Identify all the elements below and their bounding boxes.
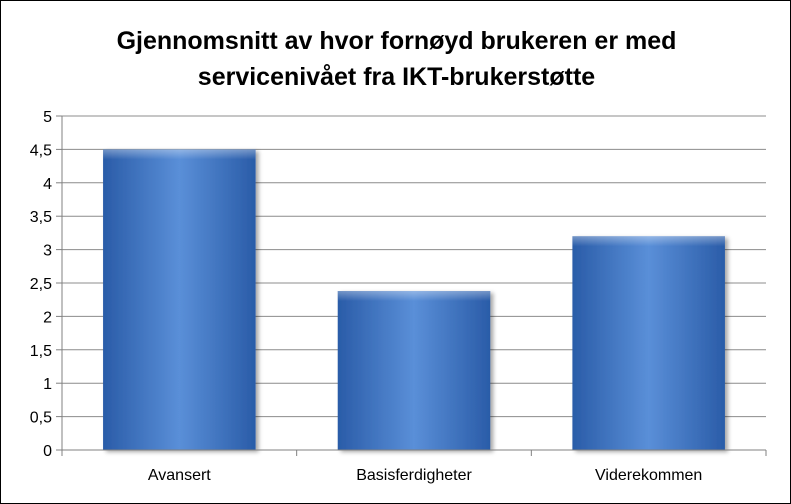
y-tick-label: 1,5	[30, 343, 52, 360]
y-tick-label: 4	[43, 176, 52, 193]
chart-title: Gjennomsnitt av hvor fornøyd brukeren er…	[41, 23, 752, 95]
x-tick-label: Viderekommen	[595, 467, 702, 484]
bar-viderekommen	[572, 236, 725, 450]
y-tick-label: 2	[43, 309, 52, 326]
y-tick-label: 3	[43, 243, 52, 260]
bar-basisferdigheter	[337, 291, 491, 450]
chart-title-line-2: servicenivået fra IKT-brukerstøtte	[197, 63, 596, 91]
chart-title-line-1: Gjennomsnitt av hvor fornøyd brukeren er…	[116, 27, 677, 55]
bar-highlight	[337, 291, 491, 302]
y-tick-label: 3,5	[30, 209, 52, 226]
bars	[103, 149, 725, 450]
y-tick-label: 0,5	[30, 410, 52, 427]
axes	[56, 115, 767, 456]
y-tick-label: 5	[43, 109, 52, 126]
y-tick-label: 1	[43, 376, 52, 393]
x-tick-label: Avansert	[148, 467, 211, 484]
bar-highlight	[103, 149, 256, 160]
bar-avansert	[103, 149, 256, 450]
bar-highlight	[572, 236, 725, 247]
tick-labels: 0 0,5 1 1,5 2 2,5 3 3,5 4 4,5 5 Avansert Basisferdig…	[30, 109, 703, 484]
x-tick-label: Basisferdigheter	[356, 467, 472, 484]
y-tick-label: 2,5	[30, 276, 52, 293]
y-tick-label: 0	[43, 443, 52, 460]
y-tick-label: 4,5	[30, 142, 52, 159]
